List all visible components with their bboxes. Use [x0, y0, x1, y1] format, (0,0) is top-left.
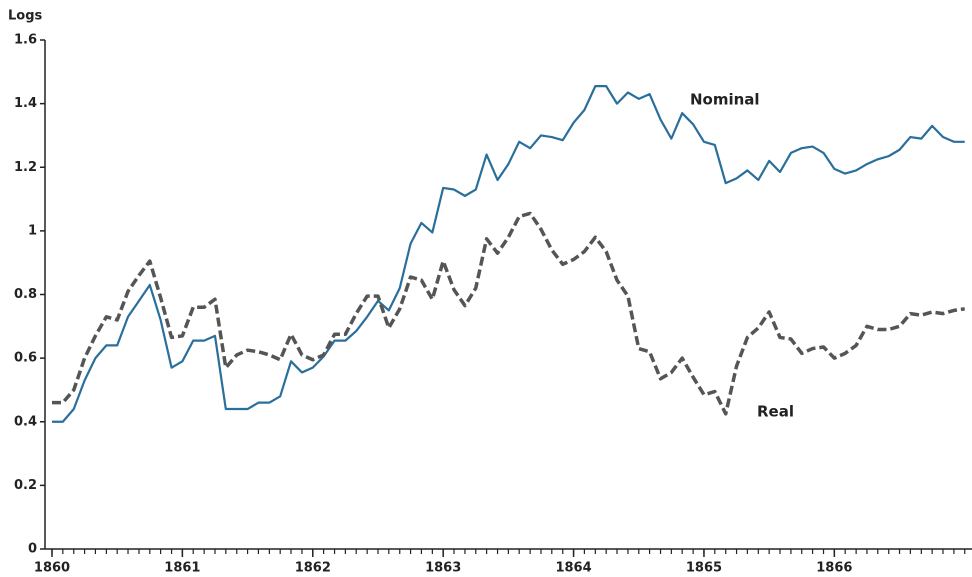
line-real [52, 211, 965, 416]
y-axis-label: Logs [8, 9, 43, 24]
y-tick-label: 0.6 [14, 351, 37, 366]
x-tick-label: 1865 [686, 561, 722, 576]
x-tick-label: 1861 [164, 561, 200, 576]
y-tick-label: 0.4 [14, 414, 37, 429]
y-tick-label: 0.2 [14, 478, 37, 493]
x-tick-label: 1862 [295, 561, 331, 576]
y-tick-label: 0.8 [14, 287, 37, 302]
line-nominal [52, 85, 965, 423]
y-tick-label: 1.4 [14, 96, 37, 111]
x-tick-label: 1860 [34, 561, 70, 576]
y-tick-label: 0 [28, 542, 37, 557]
x-tick-label: 1863 [425, 561, 461, 576]
y-tick-label: 1.6 [14, 33, 37, 48]
series-annotation: Real [757, 403, 794, 421]
series-annotation: Nominal [690, 91, 760, 109]
y-tick-label: 1 [28, 223, 37, 238]
x-tick-label: 1866 [816, 561, 852, 576]
x-tick-label: 1864 [555, 561, 591, 576]
y-tick-label: 1.2 [14, 160, 37, 175]
